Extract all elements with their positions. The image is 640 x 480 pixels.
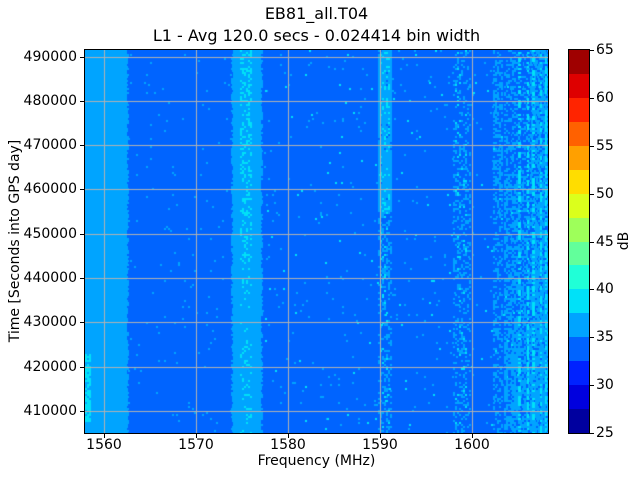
x-tick-mark [380, 434, 381, 438]
colorbar-segment-10 [569, 169, 589, 194]
colorbar-segment-4 [569, 313, 589, 338]
colorbar-segment-9 [569, 193, 589, 218]
x-tick-label: 1560 [86, 437, 122, 453]
y-tick-label: 410000 [23, 403, 77, 419]
colorbar-segment-7 [569, 241, 589, 266]
colorbar-segment-0 [569, 409, 589, 433]
y-tick-mark [80, 189, 84, 190]
colorbar-segment-5 [569, 289, 589, 314]
y-tick-label: 420000 [23, 359, 77, 375]
colorbar-segment-2 [569, 361, 589, 386]
colorbar-tick-label: 35 [596, 329, 614, 345]
colorbar-tick-mark [590, 98, 594, 99]
y-tick-label: 430000 [23, 314, 77, 330]
y-tick-label: 460000 [23, 181, 77, 197]
colorbar-segment-3 [569, 337, 589, 362]
colorbar-tick-label: 30 [596, 377, 614, 393]
x-tick-label: 1600 [454, 437, 490, 453]
colorbar-tick-mark [590, 194, 594, 195]
x-tick-label: 1570 [178, 437, 214, 453]
y-tick-mark [80, 57, 84, 58]
x-tick-label: 1590 [362, 437, 398, 453]
colorbar-tick-label: 60 [596, 90, 614, 106]
figure-title: EB81_all.T04 [264, 4, 369, 23]
y-tick-mark [80, 411, 84, 412]
y-tick-mark [80, 101, 84, 102]
colorbar-segment-11 [569, 145, 589, 170]
x-tick-mark [104, 434, 105, 438]
colorbar-segment-12 [569, 121, 589, 146]
colorbar-tick-mark [590, 433, 594, 434]
colorbar-tick-label: 50 [596, 186, 614, 202]
colorbar-tick-label: 45 [596, 234, 614, 250]
colorbar-segment-13 [569, 97, 589, 122]
y-tick-mark [80, 145, 84, 146]
y-tick-mark [80, 234, 84, 235]
colorbar-tick-mark [590, 50, 594, 51]
y-tick-label: 440000 [23, 270, 77, 286]
x-tick-mark [196, 434, 197, 438]
y-tick-label: 490000 [23, 49, 77, 65]
x-tick-label: 1580 [270, 437, 306, 453]
colorbar-tick-mark [590, 385, 594, 386]
y-tick-mark [80, 367, 84, 368]
colorbar-segment-8 [569, 217, 589, 242]
colorbar-tick-mark [590, 242, 594, 243]
colorbar-segment-15 [569, 50, 589, 74]
colorbar-segment-14 [569, 73, 589, 98]
x-axis-label: Frequency (MHz) [257, 453, 376, 469]
x-tick-mark [288, 434, 289, 438]
y-tick-label: 480000 [23, 93, 77, 109]
axes-title: L1 - Avg 120.0 secs - 0.024414 bin width [152, 26, 481, 45]
colorbar-tick-label: 25 [596, 425, 614, 441]
y-tick-label: 470000 [23, 137, 77, 153]
colorbar-tick-label: 40 [596, 281, 614, 297]
colorbar-segment-1 [569, 385, 589, 410]
y-tick-mark [80, 322, 84, 323]
y-tick-label: 450000 [23, 226, 77, 242]
x-tick-mark [472, 434, 473, 438]
colorbar-tick-mark [590, 337, 594, 338]
colorbar-tick-mark [590, 146, 594, 147]
colorbar-tick-label: 65 [596, 42, 614, 58]
colorbar-segment-6 [569, 265, 589, 290]
heatmap-canvas [85, 50, 548, 433]
colorbar [569, 50, 589, 433]
colorbar-tick-mark [590, 289, 594, 290]
colorbar-tick-label: 55 [596, 138, 614, 154]
y-tick-mark [80, 278, 84, 279]
